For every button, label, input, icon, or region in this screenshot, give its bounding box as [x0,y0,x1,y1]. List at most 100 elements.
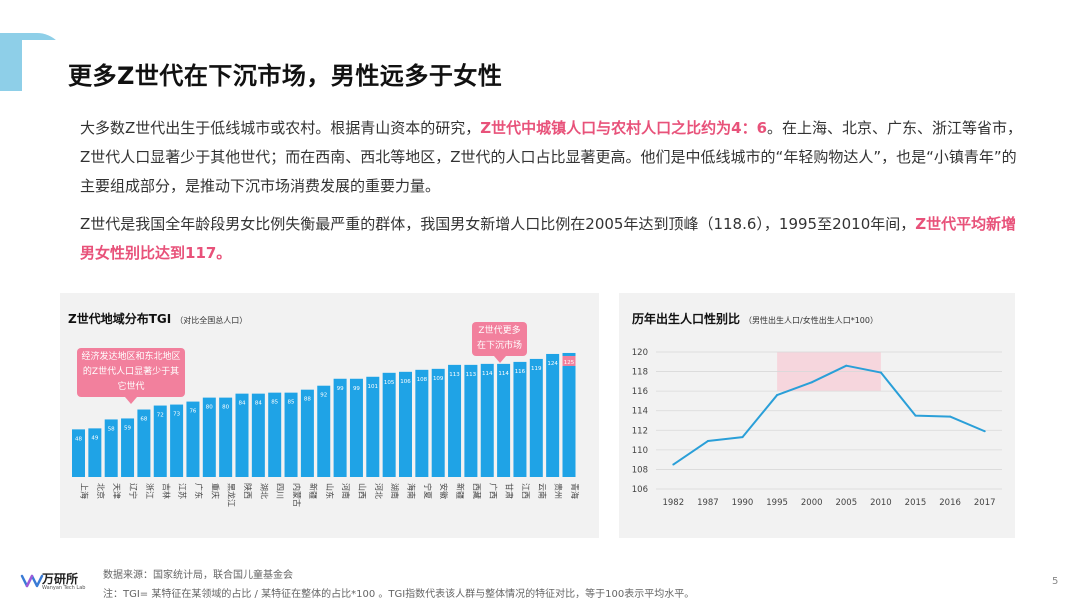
tgi-bar [529,358,543,477]
tgi-bar [104,419,118,477]
tgi-bar [235,393,249,477]
tgi-category-label: 江苏 [178,483,188,499]
tgi-bar [349,378,363,477]
tgi-category-label: 内蒙古 [292,483,302,507]
tgi-category-label: 山东 [325,483,335,499]
y-tick-label: 108 [632,465,648,475]
paragraph-1-text-a: 大多数Z世代出生于低线城市或农村。根据青山资本的研究， [80,119,481,137]
x-tick-label: 2017 [974,498,996,508]
tgi-bar [300,389,314,477]
tgi-category-label: 宁夏 [423,483,433,499]
sex-ratio-point [914,414,917,417]
tgi-category-label: 浙江 [145,483,155,499]
tgi-category-label: 海南 [407,483,417,499]
tgi-bar [219,397,233,477]
sex-ratio-point [983,430,986,433]
x-tick-label: 1982 [662,498,684,508]
sex-ratio-point [672,463,675,466]
x-tick-label: 2010 [870,498,892,508]
tgi-chart-title: Z世代地域分布TGI （对比全国总人口） [68,310,247,327]
tgi-bar-value-label: 88 [304,397,311,403]
tgi-bar [513,361,527,477]
tgi-bar [415,369,429,477]
tgi-bar [366,376,380,477]
tgi-category-label: 湖南 [390,483,400,499]
sex-ratio-point [706,440,709,443]
tgi-chart-title-text: Z世代地域分布TGI [68,312,172,326]
tgi-category-label: 天津 [112,483,122,499]
tgi-bar-value-label: 49 [91,435,98,441]
page-title: 更多Z世代在下沉市场，男性远多于女性 [68,62,503,90]
tgi-bar-value-label: 68 [140,417,147,423]
tgi-bar-value-label: 85 [288,400,295,406]
tgi-category-label: 辽宁 [129,483,139,499]
tgi-bar-value-label: 76 [189,409,196,415]
paragraph-2-text-a: Z世代是我国全年龄段男女比例失衡最严重的群体，我国男女新增人口比例在2005年达… [80,215,916,233]
tgi-bar [153,405,167,477]
tgi-bar-value-label: 92 [320,393,327,399]
tgi-category-label: 甘肃 [505,483,515,499]
tgi-bar [399,371,412,477]
x-tick-label: 2016 [939,498,961,508]
page-number: 5 [1052,576,1059,587]
sex-ratio-chart-title: 历年出生人口性别比 （男性出生人口/女性出生人口*100） [632,310,878,327]
tgi-category-label: 四川 [276,483,285,499]
tgi-bar [497,363,511,477]
tgi-bar-value-label: 84 [255,401,262,407]
sex-ratio-point [845,364,848,367]
tgi-bar-value-label: 99 [337,386,344,392]
tgi-category-label: 吉林 [161,483,171,499]
tgi-bar-value-label: 59 [124,425,131,431]
x-tick-label: 1995 [766,498,788,508]
tgi-category-label: 贵州 [554,483,564,499]
paragraph-1-highlight: Z世代中城镇人口与农村人口之比约为4：6 [480,119,768,137]
sex-ratio-chart-panel [619,293,1015,538]
tgi-category-label: 河南 [341,483,351,499]
tgi-bar [546,353,560,477]
tgi-bar-value-label: 108 [417,377,428,383]
data-source: 数据来源：国家统计局，联合国儿童基金会 [103,570,293,581]
sex-ratio-series-line [672,364,986,466]
tgi-bar [382,372,396,477]
tgi-bar [121,418,135,477]
tgi-category-label: 青海 [570,483,580,499]
tgi-bar-value-label: 119 [531,366,542,372]
paragraph-2-highlight: Z世代平均新增男女性别比达到117。 [80,215,1017,262]
tgi-bar-value-label: 80 [206,405,213,411]
paragraph-1-text-b: 。在上海、北京、广东、浙江等省市，Z世代人口显著少于其他世代；而在西南、西北等地… [80,119,1023,195]
wanyansuo-logo-icon [20,574,44,588]
tgi-category-label: 湖北 [259,483,268,499]
tgi-bar-value-label: 72 [157,413,164,419]
sex-ratio-point [879,371,882,374]
tgi-bar [202,397,216,477]
tgi-bar-value-label: 48 [75,436,82,442]
tgi-category-label: 新疆 [308,483,318,499]
tgi-bar-value-label: 73 [173,412,180,418]
tgi-bar-value-label: 106 [400,379,411,385]
sex-ratio-chart-subtitle: （男性出生人口/女性出生人口*100） [744,316,878,325]
tgi-bar [562,352,576,477]
tgi-bar-value-label: 80 [222,405,229,411]
tgi-bar [317,385,331,477]
tgi-bar-value-label: 85 [271,400,278,406]
tgi-category-label: 安徽 [439,483,449,499]
paragraph-1: 大多数Z世代出生于低线城市或农村。根据青山资本的研究，Z世代中城镇人口与农村人口… [80,114,1030,201]
x-tick-label: 1990 [732,498,754,508]
sex-ratio-point [776,394,779,397]
tgi-category-label: 西藏 [472,483,482,499]
tgi-bar-value-label: 113 [449,372,460,378]
sex-ratio-point [949,415,952,418]
callout-sinking-market: Z世代更多在下沉市场 [472,322,527,363]
tgi-bar-value-label: 99 [353,386,360,392]
tgi-category-label: 北京 [96,483,106,499]
y-tick-label: 114 [632,407,648,417]
tgi-bar [72,429,85,477]
tgi-bar [186,401,200,477]
sex-ratio-line-chart: 106 108 110 112 114 116 118 120 1982 1987 1990 1995… [632,348,1002,508]
tgi-category-label: 黑龙江 [227,483,237,507]
tgi-category-label: 广西 [488,483,498,499]
x-tick-label: 1987 [697,498,719,508]
sex-ratio-point [810,381,813,384]
tgi-bar-highlight [562,355,576,366]
tgi-bar [88,428,102,477]
